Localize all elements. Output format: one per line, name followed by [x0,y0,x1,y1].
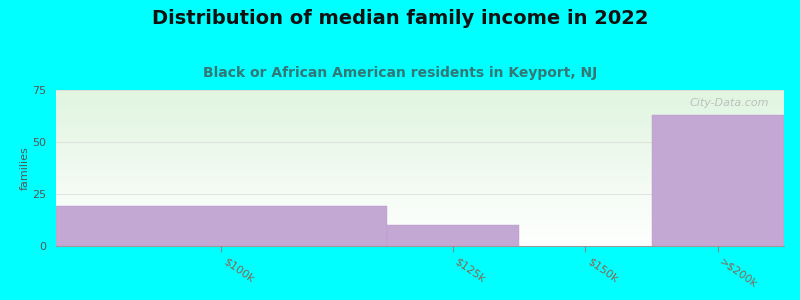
Bar [56,206,387,246]
Text: Black or African American residents in Keyport, NJ: Black or African American residents in K… [203,66,597,80]
Text: Distribution of median family income in 2022: Distribution of median family income in … [152,9,648,28]
Bar [387,225,519,246]
Bar [652,115,784,246]
Y-axis label: families: families [19,146,30,190]
Text: City-Data.com: City-Data.com [690,98,770,108]
